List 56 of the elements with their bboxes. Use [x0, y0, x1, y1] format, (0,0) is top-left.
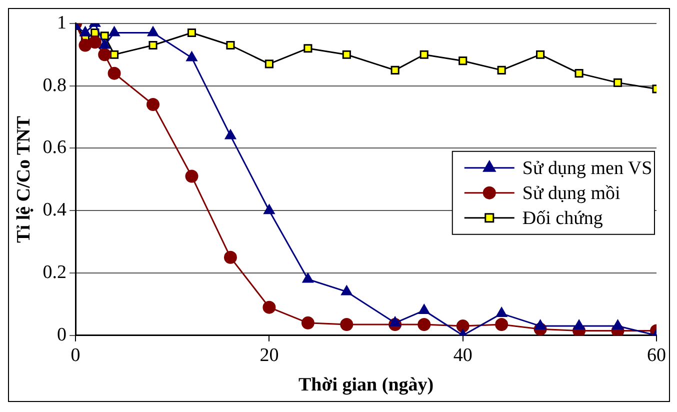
point: [458, 56, 468, 66]
x-tick-label: 20: [260, 344, 279, 366]
point: [110, 50, 119, 59]
point: [573, 320, 585, 330]
point: [613, 78, 622, 87]
legend-label: Đối chứng: [522, 208, 604, 229]
point: [186, 51, 198, 62]
x-axis-title: Thời gian (ngày): [298, 374, 434, 396]
x-tick-label: 40: [453, 344, 472, 366]
x-tick-label: 60: [647, 344, 666, 366]
point: [534, 320, 546, 330]
point: [420, 50, 428, 59]
point: [98, 38, 110, 49]
point: [98, 48, 112, 62]
point: [342, 50, 351, 59]
point: [264, 204, 275, 214]
point: [148, 40, 158, 50]
point: [88, 36, 102, 49]
y-tick-label: 0: [57, 324, 67, 346]
y-tick-label: 0.6: [42, 137, 67, 158]
point: [390, 66, 400, 74]
point: [612, 320, 624, 330]
point: [340, 285, 352, 296]
point: [187, 28, 196, 38]
y-tick-label: 0.8: [42, 74, 67, 96]
point: [80, 26, 91, 36]
point: [304, 44, 312, 53]
legend-label: Sử dụng mồi: [522, 182, 620, 204]
point: [495, 318, 508, 331]
point: [146, 98, 160, 112]
point: [108, 26, 120, 36]
point: [226, 40, 235, 50]
point: [456, 320, 470, 333]
point: [224, 250, 237, 264]
point: [497, 66, 506, 74]
point: [536, 50, 545, 59]
point: [389, 316, 401, 326]
y-tick-label: 0.4: [42, 200, 68, 221]
y-tick-label: 0.2: [42, 262, 67, 283]
y-axis-title: Tỉ lệ C/Co TNT: [13, 116, 34, 243]
point: [185, 170, 198, 183]
point: [262, 300, 276, 314]
point: [147, 26, 159, 36]
legend-label: Sử dụng men VS: [522, 158, 652, 179]
point: [496, 307, 508, 318]
point: [301, 316, 314, 330]
point: [302, 272, 314, 283]
point: [264, 60, 274, 68]
point: [224, 129, 236, 140]
x-tick-label: 0: [70, 344, 80, 366]
point: [108, 66, 121, 80]
y-tick-label: 1: [57, 12, 67, 34]
point: [418, 304, 430, 314]
point: [574, 69, 584, 78]
point: [340, 318, 354, 331]
point: [418, 318, 431, 331]
